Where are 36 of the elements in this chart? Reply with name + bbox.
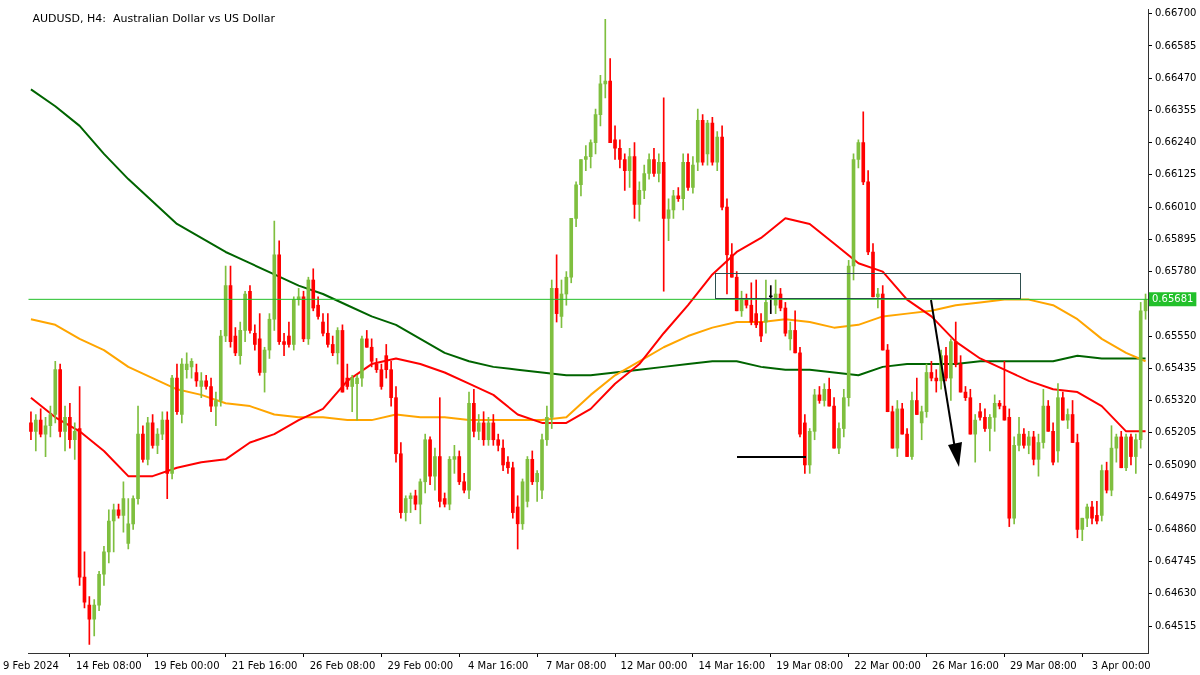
x-tick-label: 26 Mar 16:00 xyxy=(932,659,999,671)
x-tick-label: 26 Feb 08:00 xyxy=(309,659,376,671)
y-tick-label: 0.64860 xyxy=(1155,523,1197,535)
chart-title: AUDUSD, H4: Australian Dollar vs US Dollar xyxy=(32,11,276,25)
y-tick-label: 0.66240 xyxy=(1155,136,1197,148)
y-tick-label: 0.65205 xyxy=(1155,426,1197,438)
x-tick-label: 14 Mar 16:00 xyxy=(698,659,766,671)
y-tick-label: 0.66125 xyxy=(1155,168,1197,180)
y-tick-label: 0.66010 xyxy=(1155,200,1197,212)
y-tick-label: 0.66700 xyxy=(1155,7,1197,19)
y-tick-label: 0.64975 xyxy=(1155,490,1197,502)
y-tick-label: 0.65090 xyxy=(1155,458,1197,470)
y-tick-label: 0.65320 xyxy=(1155,394,1197,406)
y-tick-label: 0.65435 xyxy=(1155,361,1197,373)
x-tick-label: 3 Apr 00:00 xyxy=(1091,659,1151,671)
x-tick-label: 9 Feb 2024 xyxy=(3,659,59,671)
x-tick-label: 22 Mar 00:00 xyxy=(854,659,921,671)
y-tick-label: 0.65550 xyxy=(1155,329,1197,341)
y-tick-label: 0.66355 xyxy=(1155,104,1197,116)
y-tick-label: 0.65780 xyxy=(1155,265,1197,277)
y-tick-label: 0.64515 xyxy=(1155,619,1197,631)
x-tick-label: 7 Mar 08:00 xyxy=(545,659,607,671)
y-tick-label: 0.64745 xyxy=(1155,555,1197,567)
y-tick-label: 0.64630 xyxy=(1155,587,1197,599)
x-tick-label: 12 Mar 00:00 xyxy=(620,659,688,671)
y-tick-label: 0.65895 xyxy=(1155,232,1197,244)
x-tick-label: 29 Mar 08:00 xyxy=(1009,659,1077,671)
x-tick-label: 4 Mar 16:00 xyxy=(468,659,529,671)
ref-line-label: 0.65681 xyxy=(1152,292,1194,304)
y-tick-label: 0.66470 xyxy=(1155,71,1197,83)
x-tick-label: 29 Feb 00:00 xyxy=(387,659,454,671)
y-tick-label: 0.66585 xyxy=(1155,39,1197,51)
x-tick-label: 14 Feb 08:00 xyxy=(76,659,142,671)
x-tick-label: 19 Feb 00:00 xyxy=(153,659,220,671)
x-tick-label: 19 Mar 08:00 xyxy=(776,659,844,671)
x-tick-label: 21 Feb 16:00 xyxy=(231,659,298,671)
